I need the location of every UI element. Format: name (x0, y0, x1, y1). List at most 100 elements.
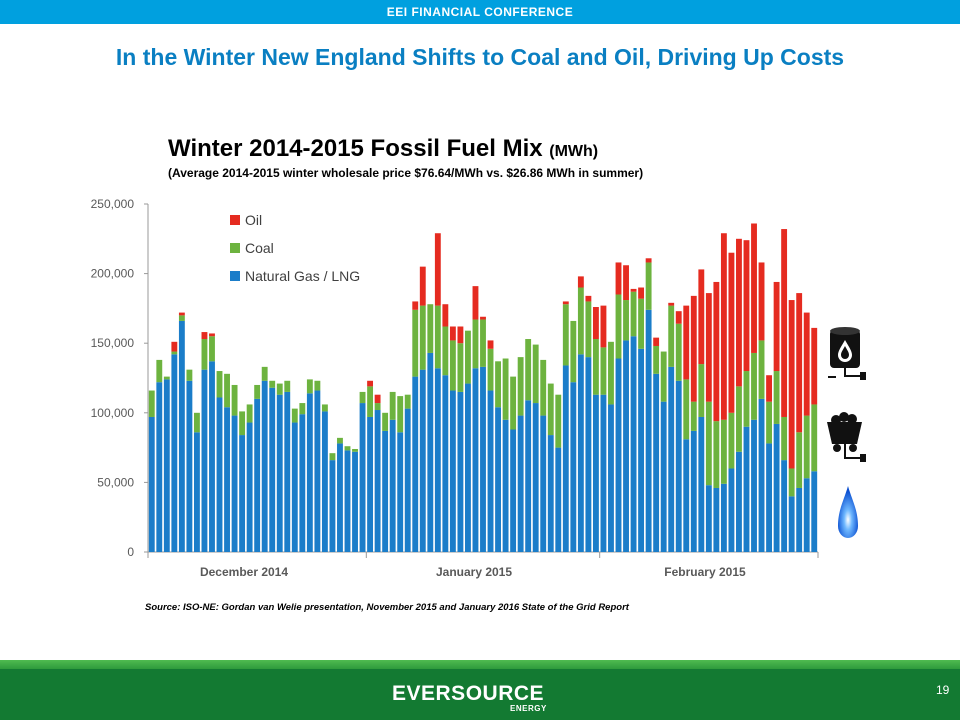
bar-natural-gas-lng (532, 403, 539, 552)
bar-natural-gas-lng (758, 398, 765, 552)
bar-oil (803, 312, 810, 416)
bar-natural-gas-lng (720, 483, 727, 552)
bar-natural-gas-lng (517, 415, 524, 552)
bar-oil (374, 394, 381, 404)
bar-coal (389, 391, 396, 420)
bar-natural-gas-lng (367, 416, 374, 552)
bar-coal (254, 384, 261, 399)
bar-oil (623, 265, 629, 301)
chart-title-unit: (MWh) (549, 143, 599, 160)
bar-coal (231, 384, 238, 416)
bar-natural-gas-lng (284, 391, 291, 552)
bar-coal (487, 348, 494, 391)
bar-natural-gas-lng (239, 435, 246, 552)
bar-coal (412, 309, 419, 377)
bar-oil (434, 233, 441, 306)
bar-oil (615, 262, 622, 295)
bar-natural-gas-lng (171, 354, 178, 552)
bar-coal (592, 339, 599, 395)
bar-oil (713, 281, 720, 422)
bar-oil (585, 295, 592, 302)
bar-coal (525, 339, 532, 401)
bar-oil (653, 337, 660, 346)
bar-natural-gas-lng (321, 411, 328, 552)
bar-coal (683, 379, 690, 440)
y-tick-label: 50,000 (97, 475, 134, 489)
chart-subtitle: (Average 2014-2015 winter wholesale pric… (168, 166, 644, 180)
bar-coal (638, 298, 645, 349)
bar-coal (321, 404, 328, 412)
bar-natural-gas-lng (314, 390, 321, 552)
bar-oil (736, 238, 742, 387)
page-number: 19 (936, 683, 950, 697)
bar-natural-gas-lng (480, 366, 486, 552)
conference-banner: EEI FINANCIAL CONFERENCE (0, 0, 960, 24)
bar-natural-gas-lng (630, 336, 637, 552)
bar-oil (480, 316, 486, 320)
bar-oil (367, 380, 374, 387)
bar-natural-gas-lng (690, 430, 697, 552)
bar-coal (480, 319, 486, 367)
coal-cart-plug-icon (827, 412, 866, 462)
bar-natural-gas-lng (306, 393, 313, 552)
bar-coal (751, 352, 757, 420)
bar-coal (570, 320, 577, 383)
bar-coal (442, 326, 449, 376)
bar-coal (329, 453, 336, 461)
bar-coal (367, 386, 374, 417)
bar-oil (562, 301, 569, 305)
bar-oil (209, 333, 215, 337)
bar-natural-gas-lng (186, 380, 193, 552)
bar-natural-gas-lng (495, 407, 501, 552)
bar-oil (720, 233, 727, 420)
bar-coal (720, 419, 727, 484)
bar-coal (163, 376, 170, 380)
bar-natural-gas-lng (668, 366, 675, 552)
bar-natural-gas-lng (796, 487, 803, 552)
bar-natural-gas-lng (163, 379, 170, 552)
bar-coal (352, 448, 358, 452)
bar-natural-gas-lng (254, 398, 261, 552)
bar-natural-gas-lng (638, 348, 645, 552)
bar-natural-gas-lng (698, 416, 705, 552)
bar-natural-gas-lng (683, 439, 690, 552)
bar-natural-gas-lng (382, 430, 389, 552)
legend-label: Oil (245, 212, 262, 228)
bar-oil (781, 229, 788, 417)
bar-coal (465, 330, 471, 384)
bar-coal (540, 359, 547, 416)
bar-oil (600, 305, 607, 348)
bar-natural-gas-lng (547, 435, 554, 552)
bar-coal (449, 340, 456, 391)
bar-natural-gas-lng (434, 368, 441, 552)
bar-oil (645, 258, 652, 263)
bar-natural-gas-lng (743, 426, 750, 552)
bar-natural-gas-lng (487, 390, 494, 552)
fuel-mix-chart: 0 50,000 100,000 150,000 200,000 250,000 Decem… (91, 197, 819, 579)
bar-oil (171, 341, 178, 352)
bar-coal (577, 287, 584, 355)
bar-coal (502, 358, 509, 420)
bar-coal (698, 364, 705, 417)
bar-natural-gas-lng (231, 415, 238, 552)
bar-natural-gas-lng (291, 422, 298, 552)
bar-oil (668, 302, 675, 306)
slide-title: In the Winter New England Shifts to Coal… (115, 44, 845, 70)
bar-oil (178, 312, 185, 316)
bar-coal (630, 291, 637, 337)
bar-natural-gas-lng (344, 450, 351, 552)
bar-natural-gas-lng (194, 432, 200, 552)
y-tick-label: 150,000 (91, 336, 135, 350)
bar-oil (592, 307, 599, 340)
bar-natural-gas-lng (337, 443, 343, 552)
bar-natural-gas-lng (209, 361, 215, 552)
bar-oil (683, 305, 690, 380)
bar-natural-gas-lng (269, 387, 276, 552)
bar-natural-gas-lng (465, 383, 471, 552)
eversource-logo: EVERSOURCE (392, 682, 545, 705)
bar-natural-gas-lng (389, 419, 396, 552)
bar-natural-gas-lng (675, 380, 682, 552)
bar-coal (427, 304, 434, 353)
bar-coal (156, 359, 163, 383)
bar-oil (698, 269, 705, 365)
